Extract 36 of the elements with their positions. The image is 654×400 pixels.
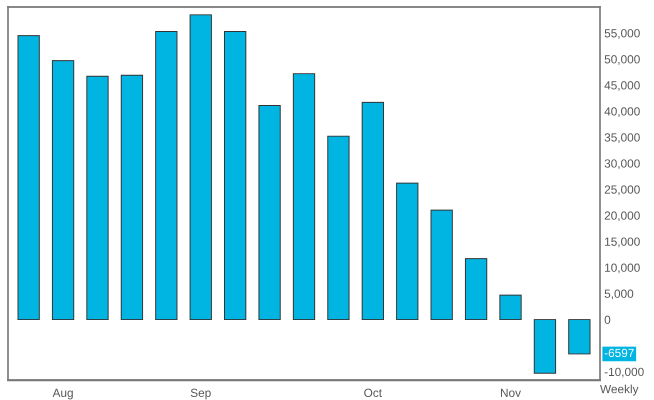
y-tick-label: 15,000: [605, 237, 640, 248]
bar: [499, 294, 522, 320]
y-tick-label: 25,000: [604, 185, 640, 196]
bar: [292, 73, 316, 320]
bar: [327, 136, 350, 320]
annotation: -6597: [604, 348, 634, 358]
bar: [86, 76, 109, 320]
y-tick-label: 5,000: [604, 290, 634, 300]
y-tick-label: 45,000: [604, 81, 640, 91]
y-tick-label: -10,000: [604, 368, 644, 378]
bar: [258, 104, 281, 320]
bar: [396, 182, 418, 320]
bar: [17, 35, 40, 320]
bar: [568, 319, 591, 354]
bar: [224, 31, 246, 320]
bar: [190, 14, 212, 320]
x-tick-label: Oct: [364, 388, 382, 398]
y-tick-label: 50,000: [604, 55, 640, 65]
bar: [430, 210, 453, 320]
y-tick-label: 35,000: [604, 133, 640, 144]
bar: [362, 102, 384, 320]
bar: [464, 258, 488, 320]
y-tick-label: 30,000: [604, 159, 640, 170]
x-tick-label: Nov: [500, 388, 521, 398]
y-tick-label: 20,000: [604, 211, 640, 222]
bar: [534, 319, 556, 374]
bar: [155, 31, 178, 320]
y-tick-label: 0: [604, 316, 610, 324]
y-tick-label: 40,000: [604, 107, 640, 117]
bar: [120, 74, 144, 320]
x-tick-label: Sep: [190, 388, 211, 400]
y-tick-label: 10,000: [605, 264, 640, 274]
x-axis-title: Weekly: [600, 384, 638, 396]
y-tick-label: 55,000: [604, 29, 640, 39]
bar: [52, 60, 74, 320]
x-tick-label: Aug: [52, 388, 73, 400]
